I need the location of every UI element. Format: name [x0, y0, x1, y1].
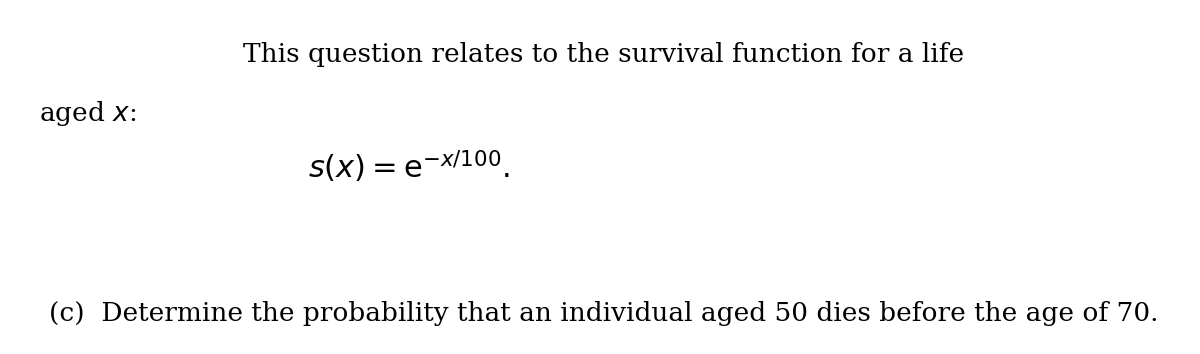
- Text: (c)  Determine the probability that an individual aged 50 dies before the age of: (c) Determine the probability that an in…: [49, 301, 1158, 326]
- Text: This question relates to the survival function for a life: This question relates to the survival fu…: [244, 42, 965, 68]
- Text: aged $x$:: aged $x$:: [38, 99, 136, 128]
- Text: $s(x) = \mathrm{e}^{-x/100}.$: $s(x) = \mathrm{e}^{-x/100}.$: [308, 149, 510, 185]
